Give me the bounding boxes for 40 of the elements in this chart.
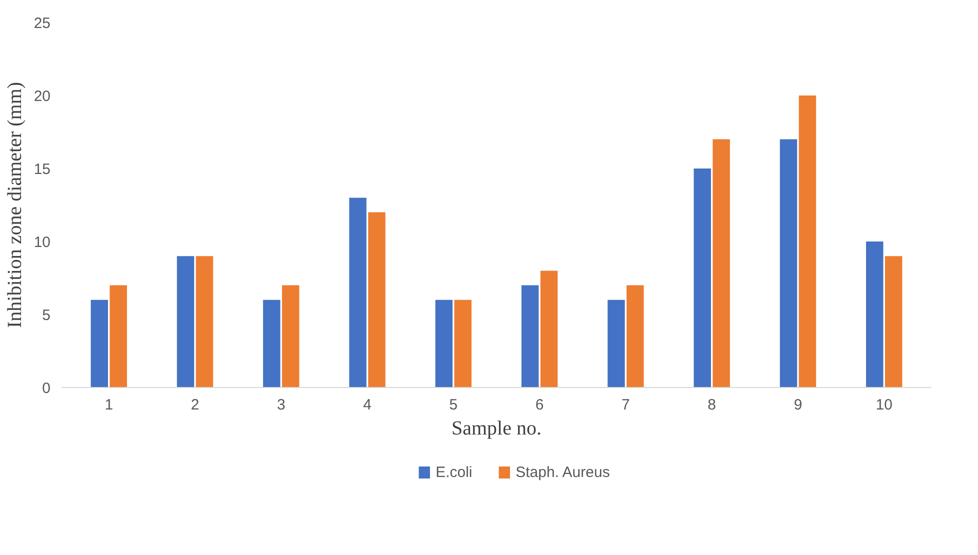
y-tick-label: 20 xyxy=(34,88,51,105)
bar xyxy=(90,300,108,388)
y-axis-title: Inhibition zone diameter (mm) xyxy=(4,82,26,328)
legend-label: E.coli xyxy=(436,464,472,481)
y-tick-label: 10 xyxy=(34,234,51,251)
bar xyxy=(884,256,902,388)
bar xyxy=(368,212,386,388)
x-tick-label: 3 xyxy=(276,396,286,414)
x-tick-label: 4 xyxy=(363,396,372,414)
x-tick-label: 6 xyxy=(535,396,544,414)
bar xyxy=(454,300,472,388)
bar xyxy=(608,300,625,388)
bar xyxy=(110,285,127,388)
x-axis-title: Sample no. xyxy=(452,418,542,440)
y-tick-label: 25 xyxy=(34,15,51,32)
bar xyxy=(176,256,194,388)
bar xyxy=(540,270,558,388)
x-tick-label: 8 xyxy=(708,396,716,414)
x-tick-label: 5 xyxy=(449,396,458,414)
legend-label: Staph. Aureus xyxy=(516,464,610,481)
bar xyxy=(349,198,366,388)
y-tick-label: 0 xyxy=(42,380,50,397)
x-tick-label: 9 xyxy=(794,396,802,414)
y-tick-label: 15 xyxy=(34,161,51,178)
bar xyxy=(712,139,730,388)
bar xyxy=(798,96,816,388)
bar xyxy=(263,300,280,388)
x-tick-label: 1 xyxy=(104,396,114,414)
bar xyxy=(196,256,214,388)
bar xyxy=(626,285,644,388)
x-tick-label: 10 xyxy=(876,396,892,414)
bar xyxy=(435,300,453,388)
bar xyxy=(866,242,884,388)
bar xyxy=(282,285,300,388)
bar xyxy=(694,168,711,388)
y-tick-label: 5 xyxy=(42,307,50,324)
bar xyxy=(521,285,539,388)
bar xyxy=(780,139,798,388)
x-tick-label: 7 xyxy=(622,396,630,414)
x-tick-label: 2 xyxy=(190,396,200,414)
